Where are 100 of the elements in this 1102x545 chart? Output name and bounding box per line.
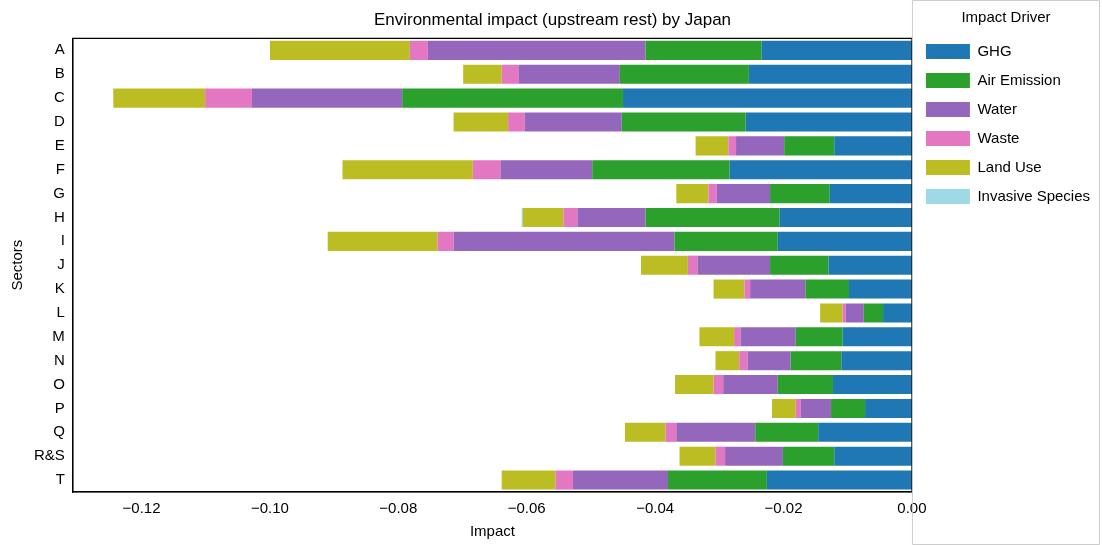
y-tick-label: M bbox=[52, 326, 65, 344]
bar bbox=[641, 255, 688, 275]
bar bbox=[522, 207, 564, 227]
legend-label: GHG bbox=[977, 41, 1012, 59]
y-tick-label: F bbox=[55, 159, 65, 177]
bar bbox=[695, 136, 729, 156]
bar bbox=[734, 327, 741, 347]
bar bbox=[645, 207, 780, 227]
bar bbox=[761, 40, 912, 60]
bar bbox=[766, 470, 912, 490]
bar bbox=[842, 327, 912, 347]
bar bbox=[863, 303, 884, 323]
x-tick-label: −0.02 bbox=[764, 499, 803, 517]
bar bbox=[829, 184, 912, 204]
legend-label: Air Emission bbox=[977, 70, 1061, 88]
y-tick-label: J bbox=[57, 255, 65, 273]
bar bbox=[795, 327, 843, 347]
bar bbox=[715, 351, 740, 371]
bar bbox=[621, 112, 746, 132]
bar bbox=[577, 207, 646, 227]
bar bbox=[572, 470, 668, 490]
bar bbox=[828, 255, 912, 275]
y-tick-label: E bbox=[54, 135, 65, 153]
bar bbox=[744, 279, 751, 299]
y-tick-label: C bbox=[54, 88, 65, 106]
bar bbox=[463, 64, 502, 84]
x-tick-label: −0.04 bbox=[636, 499, 675, 517]
y-tick-label: K bbox=[54, 279, 65, 297]
bar bbox=[795, 398, 801, 418]
bar bbox=[645, 40, 762, 60]
chart-title: Environmental impact (upstream rest) by Japan bbox=[373, 9, 732, 29]
bar bbox=[524, 112, 622, 132]
bar bbox=[834, 446, 912, 466]
bar bbox=[748, 64, 912, 84]
legend-title: Impact Driver bbox=[961, 7, 1051, 25]
bar bbox=[849, 279, 912, 299]
legend-label: Land Use bbox=[977, 157, 1042, 175]
x-tick-label: −0.06 bbox=[507, 499, 546, 517]
bar bbox=[676, 184, 709, 204]
bar bbox=[740, 327, 796, 347]
bar bbox=[790, 351, 842, 371]
bar bbox=[770, 184, 830, 204]
bar bbox=[563, 207, 578, 227]
y-tick-label: A bbox=[54, 40, 65, 58]
y-tick-label: G bbox=[53, 183, 65, 201]
x-tick-label: −0.08 bbox=[379, 499, 418, 517]
bar bbox=[251, 88, 403, 108]
bar bbox=[697, 255, 771, 275]
y-tick-label: O bbox=[53, 374, 65, 392]
bar bbox=[713, 375, 724, 395]
legend-label: Waste bbox=[977, 128, 1020, 146]
bar bbox=[699, 327, 735, 347]
bar bbox=[592, 160, 730, 180]
y-tick-label: N bbox=[54, 350, 65, 368]
y-tick-label: H bbox=[54, 207, 65, 225]
bar bbox=[402, 88, 624, 108]
y-tick-label: T bbox=[55, 470, 65, 488]
bar bbox=[747, 351, 791, 371]
bar bbox=[676, 422, 756, 442]
bar bbox=[723, 375, 778, 395]
bar bbox=[818, 422, 912, 442]
bar bbox=[745, 112, 912, 132]
bar bbox=[750, 279, 806, 299]
bar bbox=[113, 88, 206, 108]
bar bbox=[820, 303, 843, 323]
x-axis-title: Impact bbox=[469, 522, 516, 540]
bar bbox=[725, 446, 783, 466]
bar bbox=[667, 470, 767, 490]
bar bbox=[674, 231, 778, 251]
bar bbox=[865, 398, 912, 418]
bar bbox=[841, 351, 912, 371]
bar bbox=[713, 279, 745, 299]
bar bbox=[675, 375, 714, 395]
bar bbox=[755, 422, 819, 442]
bar bbox=[427, 40, 646, 60]
bar bbox=[834, 136, 912, 156]
bar bbox=[708, 184, 717, 204]
bar bbox=[342, 160, 473, 180]
bar bbox=[728, 136, 737, 156]
bar bbox=[715, 446, 726, 466]
bar bbox=[205, 88, 252, 108]
y-tick-label: P bbox=[54, 398, 65, 416]
bar bbox=[845, 303, 864, 323]
y-tick-label: L bbox=[56, 303, 65, 321]
bar bbox=[716, 184, 771, 204]
bar bbox=[453, 231, 675, 251]
bar bbox=[739, 351, 748, 371]
bar bbox=[777, 375, 833, 395]
bar bbox=[518, 64, 620, 84]
bar bbox=[409, 40, 428, 60]
bar bbox=[784, 136, 835, 156]
y-axis-title: Sectors bbox=[8, 239, 26, 291]
bar bbox=[777, 231, 912, 251]
bar bbox=[555, 470, 573, 490]
bar bbox=[500, 160, 593, 180]
bar bbox=[624, 422, 666, 442]
bar bbox=[771, 398, 796, 418]
bar bbox=[842, 303, 846, 323]
bar bbox=[269, 40, 410, 60]
x-tick-label: −0.12 bbox=[122, 499, 161, 517]
